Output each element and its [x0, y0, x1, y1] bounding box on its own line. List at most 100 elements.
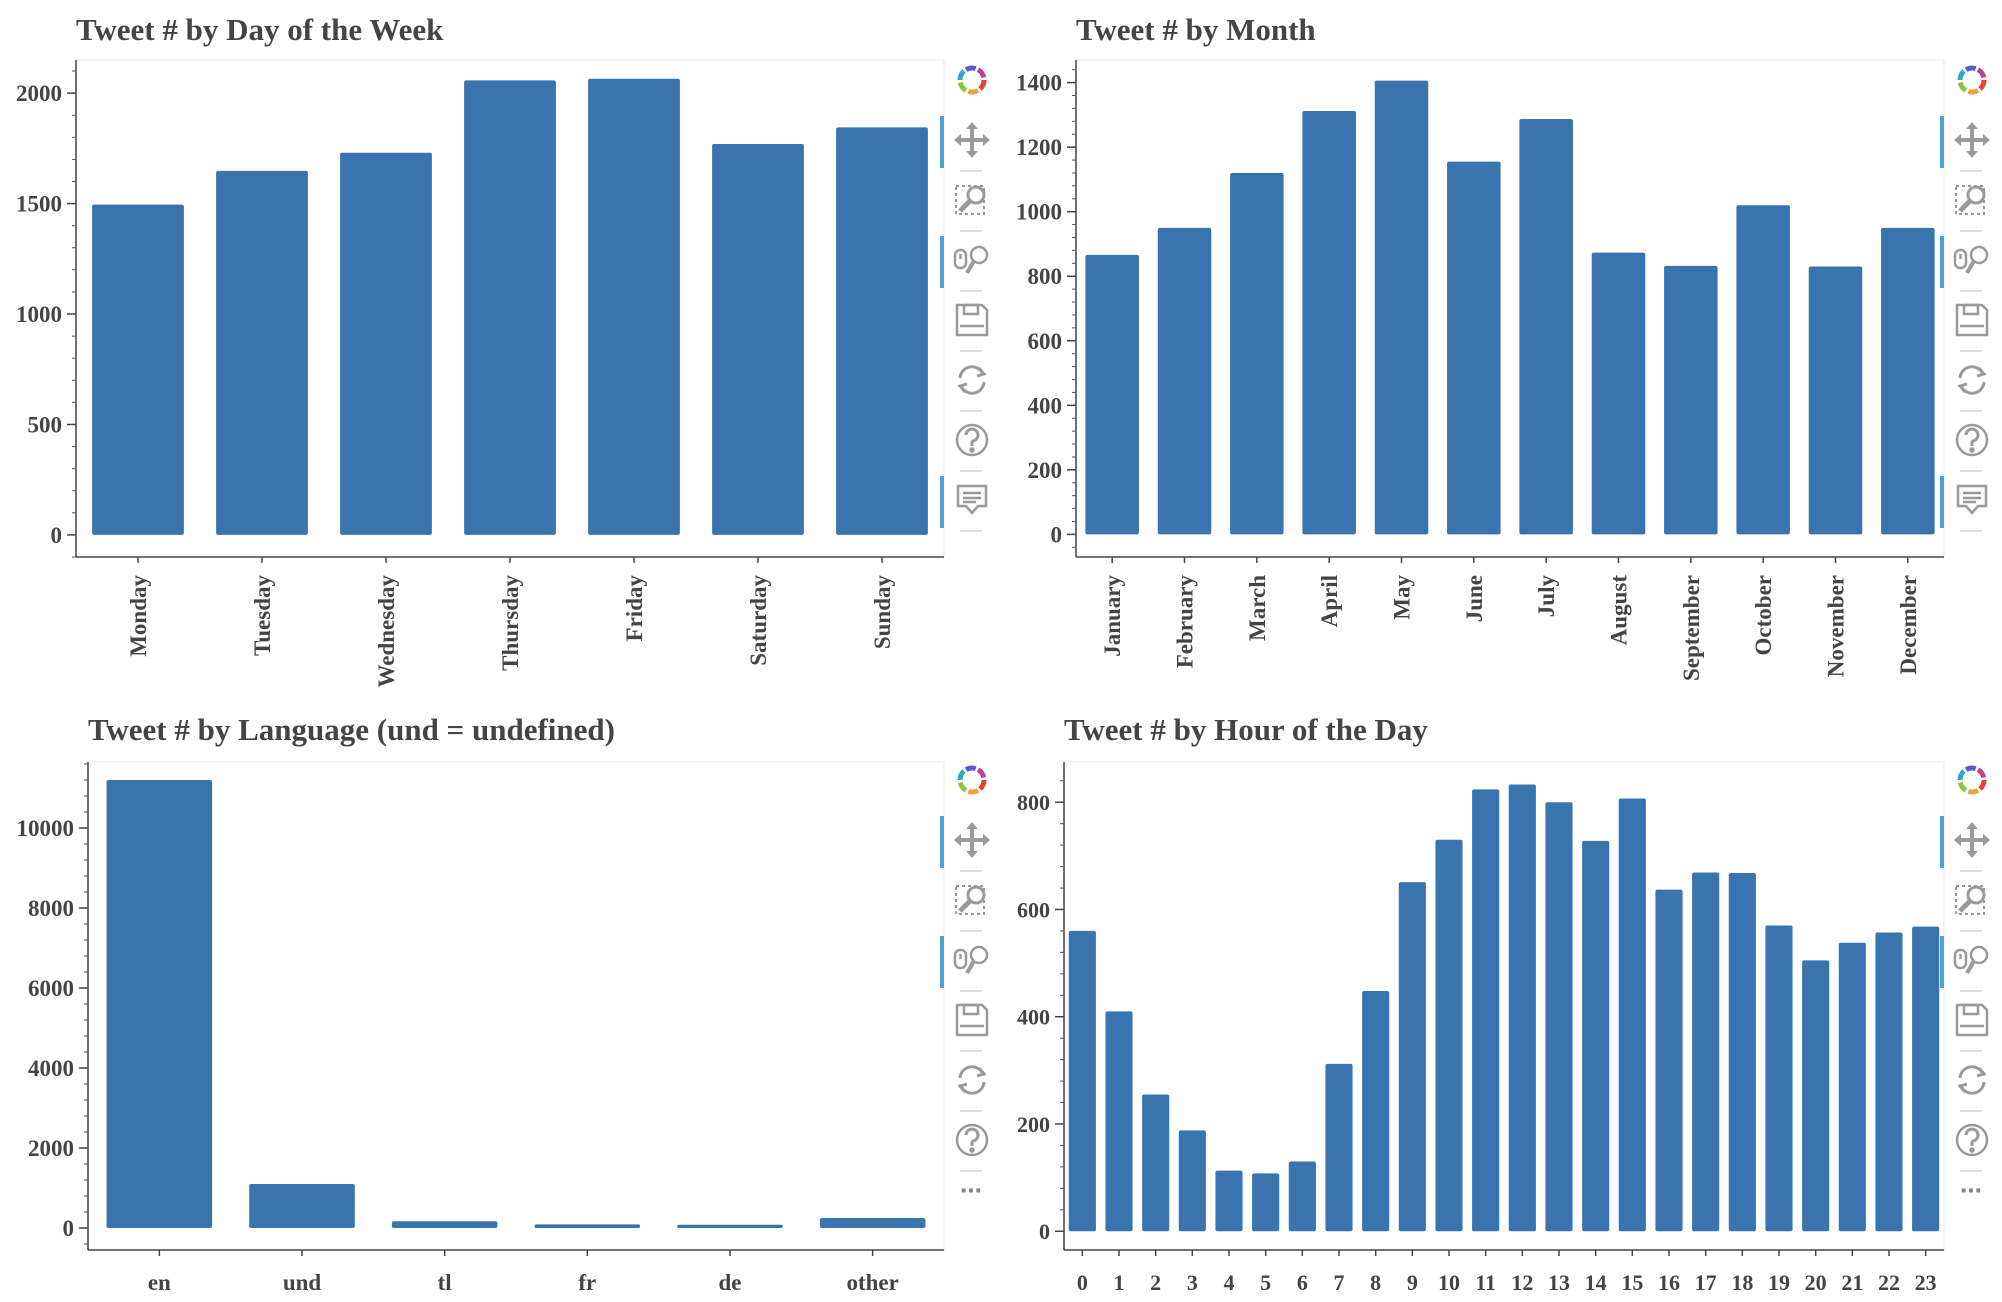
x-tick-label: 17	[1695, 1270, 1717, 1295]
x-tick-label: Monday	[126, 575, 151, 657]
pan-tool[interactable]	[940, 816, 1000, 868]
bar	[1519, 119, 1573, 535]
hover-tool[interactable]	[1940, 476, 2000, 528]
x-tick-label: other	[846, 1270, 898, 1295]
pan-tool[interactable]	[1940, 816, 2000, 868]
bar	[391, 1221, 498, 1228]
wheel-zoom-tool[interactable]	[940, 236, 1000, 288]
bar	[1692, 872, 1720, 1232]
x-tick-label: 3	[1187, 1270, 1198, 1295]
pan-tool[interactable]	[940, 116, 1000, 168]
x-tick-label: February	[1173, 575, 1198, 669]
x-tick-label: 20	[1805, 1270, 1827, 1295]
help-tool[interactable]	[944, 416, 1000, 468]
chart-title-day-of-week: Tweet # by Day of the Week	[76, 12, 444, 47]
toolbar-separator	[1960, 170, 1982, 172]
bar	[712, 143, 804, 535]
box-zoom-tool[interactable]	[1944, 176, 2000, 228]
x-tick-label: May	[1390, 575, 1415, 620]
toolbar-separator	[1960, 290, 1982, 292]
toolbar-separator	[960, 230, 982, 232]
x-tick-label: August	[1607, 575, 1632, 646]
toolbar-separator	[960, 410, 982, 412]
bar	[1252, 1173, 1280, 1232]
x-tick-label: 9	[1407, 1270, 1418, 1295]
reset-tool[interactable]	[944, 356, 1000, 408]
wheel-zoom-tool[interactable]	[1940, 936, 2000, 988]
chart-day-of-week: 0 500 1000 1500 2000 Monday Tuesday Wednesday Th…	[16, 59, 945, 687]
help-tool[interactable]	[1944, 416, 2000, 468]
y-tick-label: 800	[1028, 264, 1063, 289]
bar	[1215, 1170, 1243, 1232]
bokeh-logo-icon	[952, 60, 992, 105]
save-icon	[1952, 1000, 1992, 1045]
more-tools-button[interactable]: ⋯	[960, 1178, 984, 1204]
save-tool[interactable]	[944, 996, 1000, 1048]
box-zoom-tool[interactable]	[944, 176, 1000, 228]
save-icon	[952, 300, 992, 345]
save-tool[interactable]	[1944, 296, 2000, 348]
reset-icon	[1952, 360, 1992, 405]
y-tick-label: 600	[1028, 329, 1063, 354]
reset-icon	[952, 1060, 992, 1105]
bar	[1881, 227, 1935, 535]
x-tick-label: 4	[1224, 1270, 1235, 1295]
x-tick-label: 23	[1915, 1270, 1937, 1295]
reset-icon	[952, 360, 992, 405]
reset-tool[interactable]	[1944, 1056, 2000, 1108]
toolbar-separator	[960, 990, 982, 992]
bar	[1435, 839, 1463, 1232]
help-icon	[1952, 1120, 1992, 1165]
x-tick-label: 22	[1878, 1270, 1900, 1295]
save-tool[interactable]	[1944, 996, 2000, 1048]
box-zoom-icon	[952, 180, 992, 225]
help-tool[interactable]	[944, 1116, 1000, 1168]
x-tick-label: 18	[1731, 1270, 1753, 1295]
y-tick-label: 1500	[16, 192, 62, 217]
bar	[1142, 1094, 1170, 1232]
box-zoom-icon	[1952, 880, 1992, 925]
x-tick-label: June	[1462, 575, 1487, 622]
bar	[1105, 1011, 1133, 1232]
reset-tool[interactable]	[944, 1056, 1000, 1108]
bar	[1545, 802, 1573, 1232]
save-tool[interactable]	[944, 296, 1000, 348]
bar	[1508, 784, 1536, 1232]
toolbar-separator	[960, 470, 982, 472]
help-tool[interactable]	[1944, 1116, 2000, 1168]
wheel-zoom-tool[interactable]	[1940, 236, 2000, 288]
x-tick-label: 21	[1841, 1270, 1863, 1295]
wheel-zoom-icon	[952, 940, 992, 985]
x-tick-label: Saturday	[746, 575, 771, 666]
toolbar-separator	[960, 1170, 982, 1172]
toolbar-separator	[1960, 1050, 1982, 1052]
reset-tool[interactable]	[1944, 356, 2000, 408]
x-tick-label: en	[148, 1270, 171, 1295]
bokeh-logo-tool	[1944, 756, 2000, 808]
x-tick-label: April	[1317, 575, 1342, 627]
bar	[1288, 1161, 1316, 1232]
box-zoom-tool[interactable]	[1944, 876, 2000, 928]
toolbar-separator	[960, 1110, 982, 1112]
bar	[1838, 942, 1866, 1232]
bar	[819, 1218, 926, 1228]
x-tick-label: de	[719, 1270, 742, 1295]
hover-tool[interactable]	[940, 476, 1000, 528]
y-tick-label: 2000	[28, 1136, 74, 1161]
more-tools-button[interactable]: ⋯	[1960, 1178, 1984, 1204]
x-tick-label: March	[1245, 575, 1270, 641]
help-icon	[952, 420, 992, 465]
y-tick-label: 400	[1028, 393, 1063, 418]
x-tick-label: 19	[1768, 1270, 1790, 1295]
pan-tool[interactable]	[1940, 116, 2000, 168]
reset-icon	[1952, 1060, 1992, 1105]
y-tick-label: 800	[1017, 790, 1050, 815]
toolbar-separator	[1960, 870, 1982, 872]
wheel-zoom-tool[interactable]	[940, 936, 1000, 988]
x-tick-label: Sunday	[870, 575, 895, 650]
toolbar-separator	[960, 350, 982, 352]
box-zoom-tool[interactable]	[944, 876, 1000, 928]
help-icon	[952, 1120, 992, 1165]
chart-title-month: Tweet # by Month	[1076, 12, 1316, 47]
x-tick-label: 12	[1511, 1270, 1533, 1295]
